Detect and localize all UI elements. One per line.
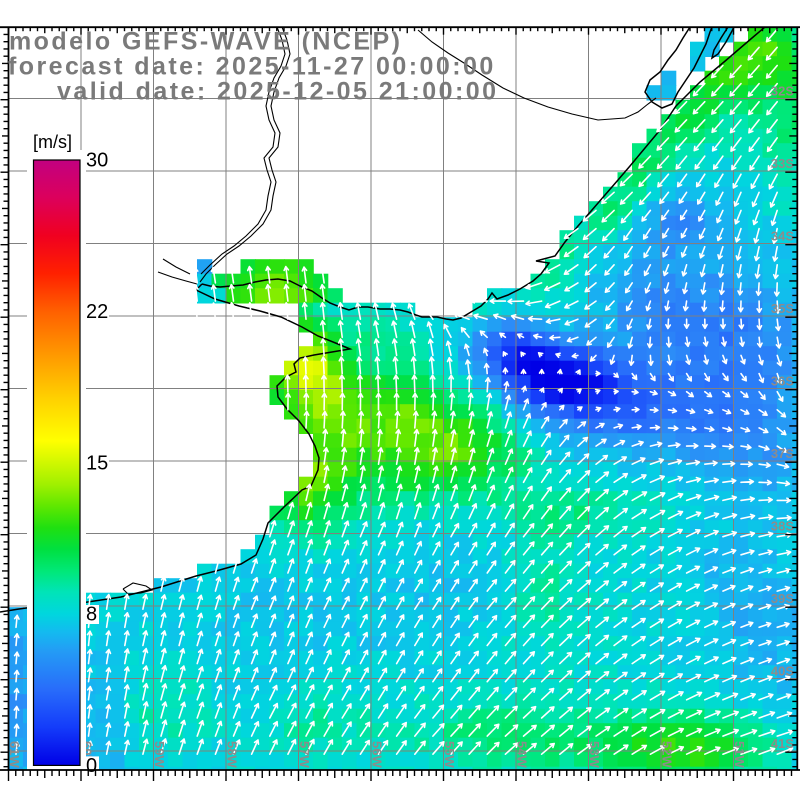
svg-text:56W: 56W xyxy=(370,741,385,768)
svg-text:15: 15 xyxy=(86,452,108,474)
svg-text:[m/s]: [m/s] xyxy=(33,132,72,152)
svg-text:61W: 61W xyxy=(7,741,22,768)
svg-text:valid date: 2025-12-05 21:00:0: valid date: 2025-12-05 21:00:00 xyxy=(57,78,498,106)
svg-text:58W: 58W xyxy=(225,741,240,768)
svg-text:57W: 57W xyxy=(297,741,312,768)
svg-text:36S: 36S xyxy=(771,374,794,389)
svg-text:51W: 51W xyxy=(732,741,747,768)
svg-text:59W: 59W xyxy=(152,741,167,768)
svg-text:forecast date: 2025-11-27 00:0: forecast date: 2025-11-27 00:00:00 xyxy=(8,53,496,81)
svg-text:modelo GEFS-WAVE (NCEP): modelo GEFS-WAVE (NCEP) xyxy=(9,27,402,55)
svg-text:54W: 54W xyxy=(515,741,530,768)
svg-text:40S: 40S xyxy=(771,664,794,679)
svg-text:8: 8 xyxy=(86,604,97,626)
svg-text:33S: 33S xyxy=(771,156,794,171)
svg-text:34S: 34S xyxy=(771,229,794,244)
svg-text:22: 22 xyxy=(86,301,108,323)
svg-text:52W: 52W xyxy=(660,741,675,768)
svg-text:53W: 53W xyxy=(587,741,602,768)
svg-text:38S: 38S xyxy=(771,519,794,534)
svg-text:32S: 32S xyxy=(771,84,794,99)
svg-text:41S: 41S xyxy=(771,736,794,751)
svg-text:37S: 37S xyxy=(771,446,794,461)
svg-text:39S: 39S xyxy=(771,591,794,606)
svg-text:35S: 35S xyxy=(771,301,794,316)
svg-text:0: 0 xyxy=(86,755,97,777)
svg-text:55W: 55W xyxy=(442,741,457,768)
svg-text:30: 30 xyxy=(86,150,108,172)
